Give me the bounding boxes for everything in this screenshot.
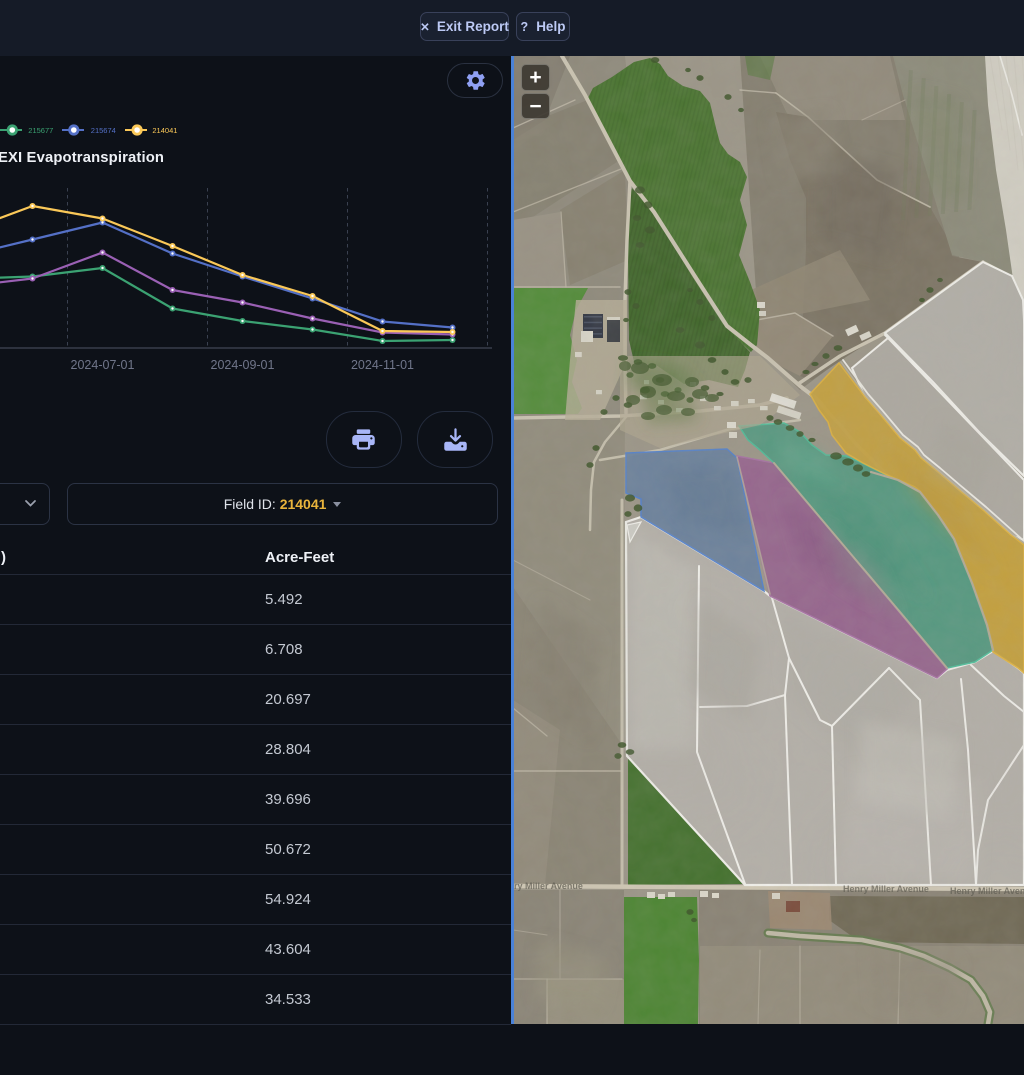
svg-text:215674: 215674 [91,126,116,135]
svg-text:215677: 215677 [28,126,53,135]
svg-text:2024-09-01: 2024-09-01 [211,358,275,372]
svg-text:2024-07-01: 2024-07-01 [71,358,135,372]
svg-text:214041: 214041 [152,126,177,135]
svg-text:2024-11-01: 2024-11-01 [351,358,414,372]
